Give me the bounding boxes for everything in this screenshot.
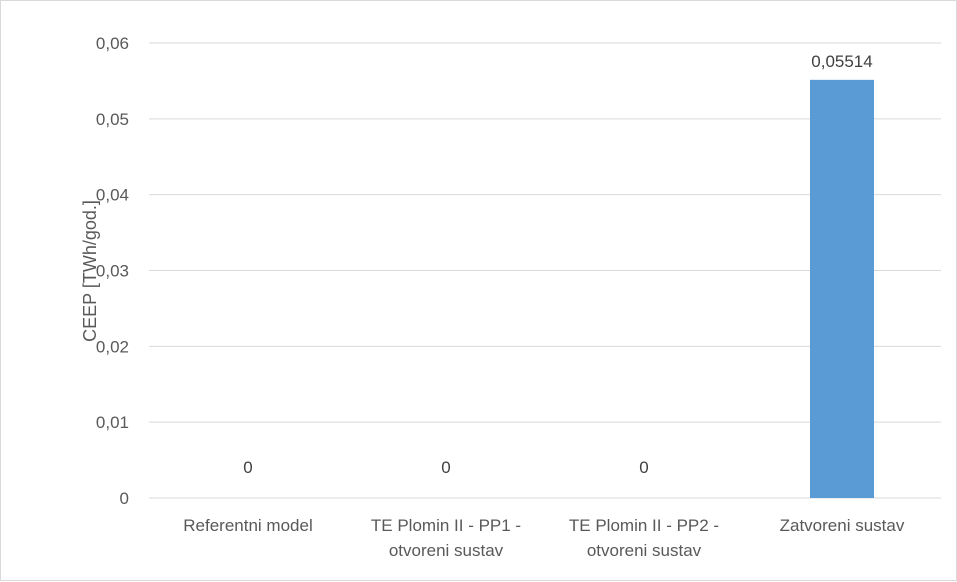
bars xyxy=(810,79,874,498)
data-label: 0 xyxy=(243,458,252,477)
y-tick-label: 0 xyxy=(120,489,129,508)
y-tick-label: 0,04 xyxy=(96,186,129,205)
data-labels: 0 0 0 0,05514 xyxy=(243,52,872,477)
y-tick-label: 0,06 xyxy=(96,34,129,53)
y-tick-label: 0,01 xyxy=(96,413,129,432)
y-tick-label: 0,02 xyxy=(96,337,129,356)
data-label: 0,05514 xyxy=(811,52,872,71)
x-tick-label: Referentni model xyxy=(183,516,312,535)
y-tick-label: 0,05 xyxy=(96,110,129,129)
bar xyxy=(810,79,874,498)
y-axis-ticks: 0 0,01 0,02 0,03 0,04 0,05 0,06 xyxy=(96,34,129,508)
gridlines xyxy=(149,42,941,499)
x-axis-labels: Referentni model TE Plomin II - PP1 -otvo… xyxy=(183,516,905,560)
y-axis-title: CEEP [TWh/god.] xyxy=(80,200,100,342)
data-label: 0 xyxy=(441,458,450,477)
x-tick-label: TE Plomin II - PP1 -otvoreni sustav xyxy=(371,516,521,560)
x-tick-label: TE Plomin II - PP2 -otvoreni sustav xyxy=(569,516,719,560)
x-tick-label: Zatvoreni sustav xyxy=(780,516,905,535)
y-tick-label: 0,03 xyxy=(96,262,129,281)
data-label: 0 xyxy=(639,458,648,477)
